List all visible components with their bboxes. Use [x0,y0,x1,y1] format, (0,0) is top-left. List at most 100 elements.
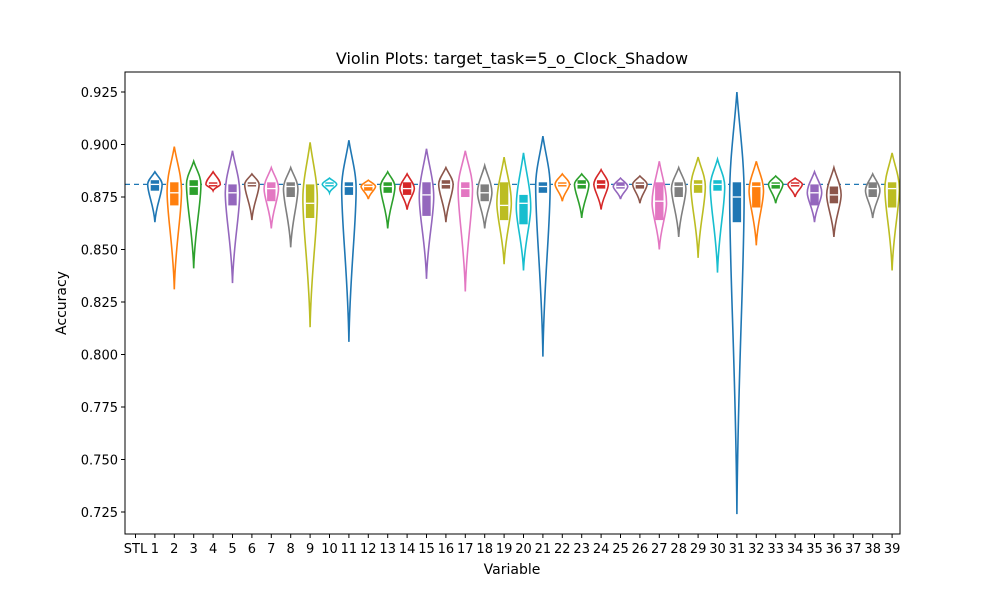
violin-body [302,142,319,328]
x-tick-label: 6 [248,542,256,557]
violin-body [457,150,474,292]
y-tick-label: 0.850 [81,244,118,259]
x-tick-label: 18 [476,542,493,557]
x-tick-label: 31 [729,542,746,557]
y-tick-label: 0.750 [81,454,118,469]
violin-10 [321,177,338,196]
violin-8 [282,165,299,248]
violin-17 [457,150,474,292]
violin-3 [185,158,202,269]
y-tick-label: 0.725 [81,506,118,521]
violin-19 [496,156,513,265]
violin-38 [864,171,881,219]
violin-box [752,182,761,208]
x-tick-label: 32 [748,542,765,557]
violin-1 [146,170,163,223]
violin-body [884,152,901,271]
violin-13 [379,169,396,229]
violin-body [437,165,454,223]
violin-box [674,182,683,197]
violin-body [690,156,707,258]
violin-body [767,174,784,204]
violin-body [709,156,726,273]
x-tick-label: 9 [306,542,314,557]
y-tick-label: 0.775 [81,401,118,416]
violin-25 [612,176,629,200]
x-tick-label: 12 [360,542,377,557]
x-tick-label: 24 [593,542,610,557]
x-tick-label: 1 [151,542,159,557]
violin-30 [709,156,726,273]
violin-23 [573,172,590,219]
x-tick-label: 29 [690,542,707,557]
y-axis-label: Accuracy [54,271,70,335]
violin-box [732,182,742,223]
violin-box [519,194,528,225]
x-tick-label: 17 [457,542,474,557]
violin-5 [224,150,241,284]
violin-26 [631,174,648,204]
x-tick-label: 2 [170,542,178,557]
x-tick-label: 38 [864,542,881,557]
x-tick-label: 13 [379,542,396,557]
x-tick-label: 34 [787,542,804,557]
x-tick-label: 23 [573,542,590,557]
violin-body [282,165,299,248]
violin-24 [593,167,610,210]
violin-box [887,182,897,208]
x-tick-label: 10 [321,542,338,557]
violin-body [631,174,648,204]
x-tick-label: 25 [612,542,629,557]
violin-35 [806,169,823,223]
violin-box [305,184,315,218]
violin-27 [651,161,668,250]
x-tick-label: 35 [806,542,823,557]
violin-21 [534,135,551,357]
violin-body [224,150,241,284]
violin-9 [302,142,319,328]
y-axis: 0.725 0.750 0.775 0.800 0.825 0.850 0.875 0.900… [81,86,125,521]
x-tick-label: 26 [632,542,649,557]
x-tick-label: 4 [209,542,217,557]
violin-body [185,158,202,269]
violin-14 [399,172,416,210]
violin-body [166,146,183,290]
violin-box [499,182,509,221]
x-tick-label: 16 [438,542,455,557]
violin-box [364,184,373,191]
violin-16 [437,165,454,223]
violin-body [670,165,687,237]
y-tick-label: 0.875 [81,191,118,206]
violin-body [243,172,260,221]
x-tick-label: 37 [845,542,862,557]
violin-box [693,180,703,193]
violin-7 [263,165,280,229]
violin-29 [690,156,707,258]
violin-39 [884,152,901,271]
violin-box [383,182,392,193]
x-tick-label: 36 [826,542,843,557]
violin-34 [787,177,804,198]
violin-body [379,169,396,229]
violin-28 [670,165,687,237]
x-tick-label: 14 [399,542,416,557]
violin-box [868,182,877,197]
violin-15 [418,148,435,279]
x-tick-label: 8 [287,542,295,557]
violin-box [713,180,722,191]
y-tick-label: 0.800 [81,349,118,364]
y-tick-label: 0.825 [81,296,118,311]
chart-title: Violin Plots: target_task=5_o_Clock_Shad… [336,49,688,69]
violin-4 [205,170,222,193]
violin-box [616,182,625,189]
x-tick-label: 3 [190,542,198,557]
violin-box [461,182,470,197]
x-tick-label: 30 [709,542,726,557]
x-tick-label: 33 [767,542,784,557]
violin-18 [476,162,493,229]
violin-box [189,180,198,195]
violin-body [146,170,163,223]
violin-31 [728,91,745,515]
violin-box [267,182,276,202]
